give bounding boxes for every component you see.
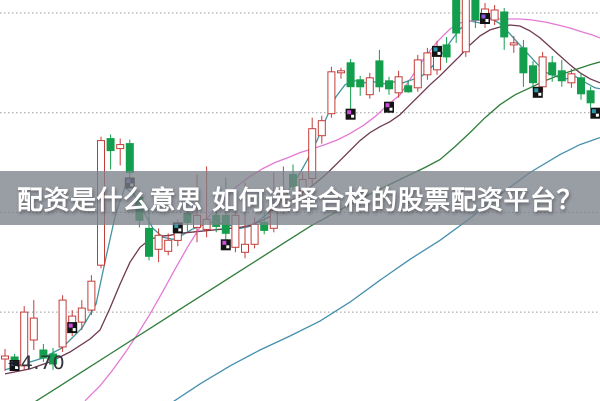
headline-text: 配资是什么意思 如何选择合格的股票配资平台？ bbox=[16, 185, 584, 216]
headline-banner: 配资是什么意思 如何选择合格的股票配资平台？ bbox=[0, 171, 600, 225]
price-label: 4.70 bbox=[20, 352, 66, 374]
price-marker: ◄ 4.70 bbox=[8, 352, 65, 374]
arrow-left-icon: ◄ bbox=[8, 355, 19, 371]
